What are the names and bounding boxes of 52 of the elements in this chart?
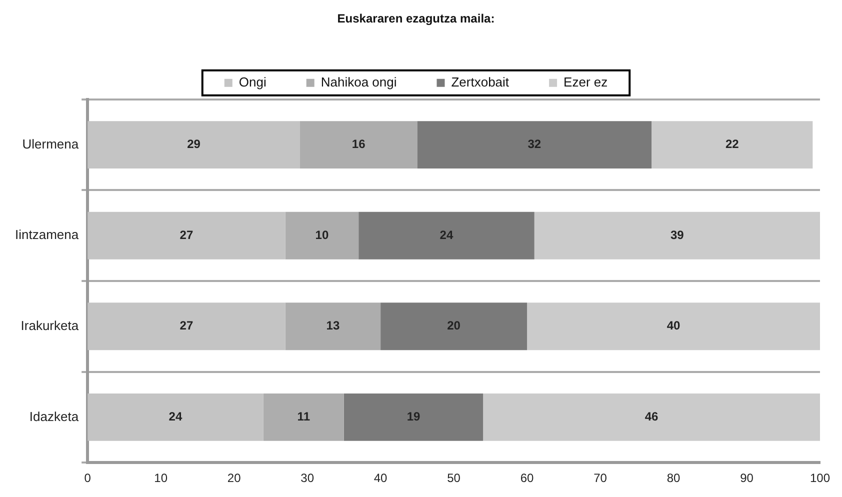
x-tick-label: 20 <box>227 471 242 486</box>
y-tick-label: Iintzamena <box>14 227 80 242</box>
x-tick-label: 100 <box>810 471 830 486</box>
data-label: 11 <box>297 410 310 424</box>
bar <box>483 393 820 441</box>
bar <box>527 302 820 350</box>
x-tick-label: 90 <box>740 471 754 486</box>
data-label: 22 <box>725 137 740 152</box>
data-label: 20 <box>447 318 461 333</box>
x-tick-label: 10 <box>154 471 168 486</box>
chart-title: Euskararen ezagutza maila: <box>337 12 495 26</box>
x-tick-label: 70 <box>594 471 608 486</box>
bar <box>88 121 300 169</box>
x-tick-label: 80 <box>666 471 681 486</box>
bar <box>88 212 286 260</box>
data-label: 16 <box>352 137 366 152</box>
y-tick-label: Ulermena <box>22 136 80 152</box>
bar <box>344 393 484 441</box>
bar <box>380 302 528 350</box>
data-label: 24 <box>440 228 454 242</box>
data-label: 24 <box>168 410 182 424</box>
bar <box>534 212 820 260</box>
data-label: 27 <box>180 318 194 333</box>
bar <box>88 302 286 350</box>
bar <box>652 121 813 169</box>
data-label: 13 <box>326 318 340 333</box>
data-label: 32 <box>528 137 542 152</box>
legend-label: Zertxobait <box>451 74 510 90</box>
x-tick-label: 30 <box>300 471 314 486</box>
data-label: 40 <box>666 318 681 333</box>
data-label: 39 <box>670 228 684 242</box>
bar <box>300 121 418 169</box>
legend-label: Ezer ez <box>564 74 608 90</box>
bar <box>263 393 344 441</box>
y-tick-label: Idazketa <box>29 408 80 424</box>
bar <box>358 212 534 260</box>
legend-label: Ongi <box>238 74 266 90</box>
bar <box>285 212 359 260</box>
y-tick-label: Irakurketa <box>20 318 80 333</box>
x-tick-label: 60 <box>520 471 534 486</box>
data-label: 29 <box>187 137 201 152</box>
bar <box>88 393 264 441</box>
bar <box>417 121 652 169</box>
x-tick-label: 0 <box>84 471 92 486</box>
data-label: 19 <box>406 410 421 424</box>
data-label: 27 <box>180 228 194 242</box>
x-tick-label: 50 <box>447 471 461 486</box>
data-label: 10 <box>315 228 329 242</box>
bar <box>285 302 381 350</box>
data-label: 46 <box>644 410 659 424</box>
legend-label: Nahikoa ongi <box>320 74 397 90</box>
x-tick-label: 40 <box>374 471 388 486</box>
